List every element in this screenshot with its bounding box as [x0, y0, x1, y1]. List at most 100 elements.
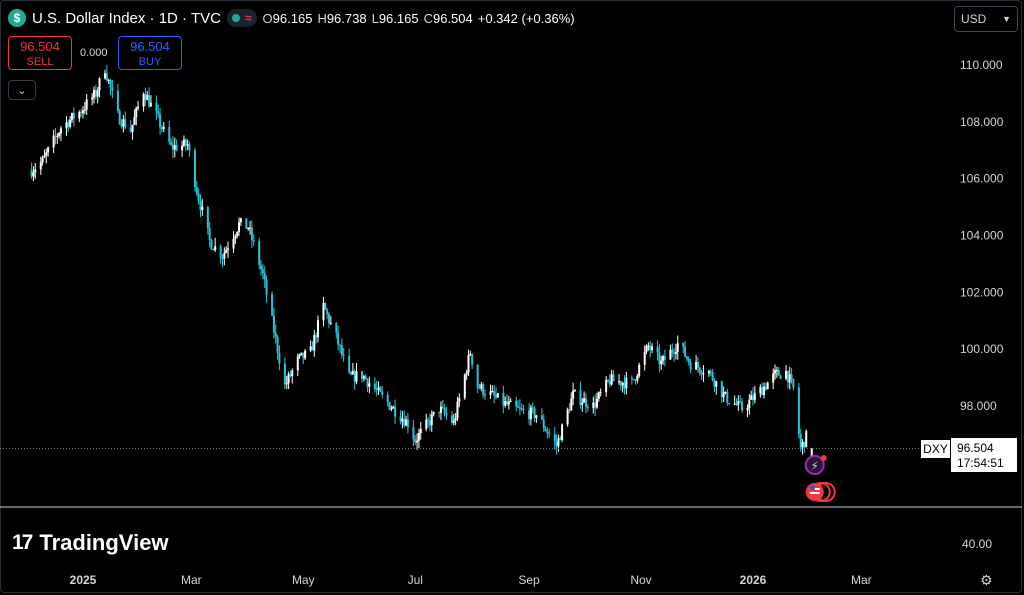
buy-button[interactable]: 96.504 BUY	[118, 36, 182, 70]
candle	[252, 239, 255, 242]
candle	[199, 200, 202, 211]
candle	[805, 431, 808, 448]
flag-canton	[809, 486, 815, 490]
candle	[548, 433, 551, 435]
candle	[581, 402, 584, 405]
candle	[348, 355, 351, 373]
candle	[285, 383, 288, 385]
candle	[572, 390, 575, 399]
market-status-pill[interactable]: ≈	[226, 9, 257, 27]
candle	[59, 128, 62, 134]
candle	[392, 406, 395, 409]
candle	[726, 391, 729, 404]
symbol-price-tag: DXY	[921, 440, 950, 458]
candle	[170, 141, 173, 145]
candle	[232, 238, 235, 249]
candle	[80, 111, 83, 114]
candle	[379, 387, 382, 392]
candle	[340, 345, 343, 355]
candle	[245, 218, 248, 229]
candle	[568, 409, 571, 411]
candle	[300, 352, 303, 355]
candle	[149, 102, 152, 107]
candle	[715, 381, 718, 387]
candle	[83, 109, 86, 111]
candle	[430, 414, 433, 426]
sell-button[interactable]: 96.504 SELL	[8, 36, 72, 70]
currency-select[interactable]: USD ▼	[954, 6, 1018, 32]
candle	[362, 376, 365, 379]
candle	[399, 416, 402, 422]
candle	[247, 228, 250, 230]
candle	[120, 124, 123, 127]
candle	[72, 112, 75, 119]
candle	[518, 407, 521, 409]
candle	[469, 353, 472, 356]
candle	[208, 228, 211, 240]
candle	[777, 369, 780, 376]
candle	[85, 99, 88, 110]
collapse-legend-button[interactable]: ⌄	[8, 80, 36, 100]
candle	[553, 434, 556, 442]
candle	[673, 352, 676, 354]
candle	[774, 370, 777, 374]
bar-countdown: 17:54:51	[957, 456, 1004, 470]
flash-icon	[804, 455, 825, 475]
candle	[377, 387, 380, 390]
symbol-title[interactable]: U.S. Dollar Index · 1D · TVC	[32, 9, 221, 27]
candle	[720, 381, 723, 398]
candle	[201, 206, 204, 211]
candle	[329, 322, 332, 324]
x-tick-label: 2025	[70, 573, 97, 587]
open-label: O	[262, 10, 273, 26]
candle	[45, 152, 48, 156]
candle	[438, 411, 441, 413]
gear-icon[interactable]: ⚙	[980, 572, 993, 588]
candle	[351, 371, 354, 375]
candle	[221, 258, 224, 260]
candle	[291, 370, 294, 376]
candle	[135, 108, 138, 118]
high-label: H	[317, 10, 327, 26]
x-tick-label: Nov	[630, 573, 651, 587]
candle	[649, 345, 652, 350]
candle	[313, 335, 316, 351]
candle	[531, 407, 534, 409]
candle	[746, 407, 749, 411]
y-tick-label: 110.000	[960, 58, 1003, 72]
candle	[698, 367, 701, 373]
candle	[689, 362, 692, 370]
candle	[597, 392, 600, 399]
candle	[261, 269, 264, 274]
candle	[484, 394, 486, 396]
candle	[214, 245, 217, 251]
tradingview-logo[interactable]: 17 TradingView	[12, 530, 169, 556]
candle	[272, 315, 275, 333]
candle	[496, 393, 499, 398]
candle	[621, 382, 624, 386]
candle	[707, 371, 710, 374]
candle	[663, 356, 666, 360]
candle	[452, 420, 455, 423]
candle	[605, 379, 608, 393]
candle	[797, 387, 800, 435]
close-value: 96.504	[432, 10, 473, 26]
x-tick-label: 2026	[740, 573, 767, 587]
candle	[608, 381, 611, 385]
buy-label: BUY	[138, 56, 162, 68]
candle	[779, 375, 782, 379]
candle	[133, 117, 136, 125]
candle	[327, 314, 330, 324]
close-label: C	[423, 10, 433, 26]
candle	[105, 73, 108, 81]
candle	[278, 352, 281, 364]
candle	[528, 410, 531, 420]
candle	[493, 391, 496, 396]
candle	[225, 249, 228, 253]
candle	[394, 406, 397, 417]
candle	[643, 351, 646, 365]
candle	[656, 346, 659, 353]
candle	[728, 403, 731, 405]
candle	[533, 408, 536, 419]
